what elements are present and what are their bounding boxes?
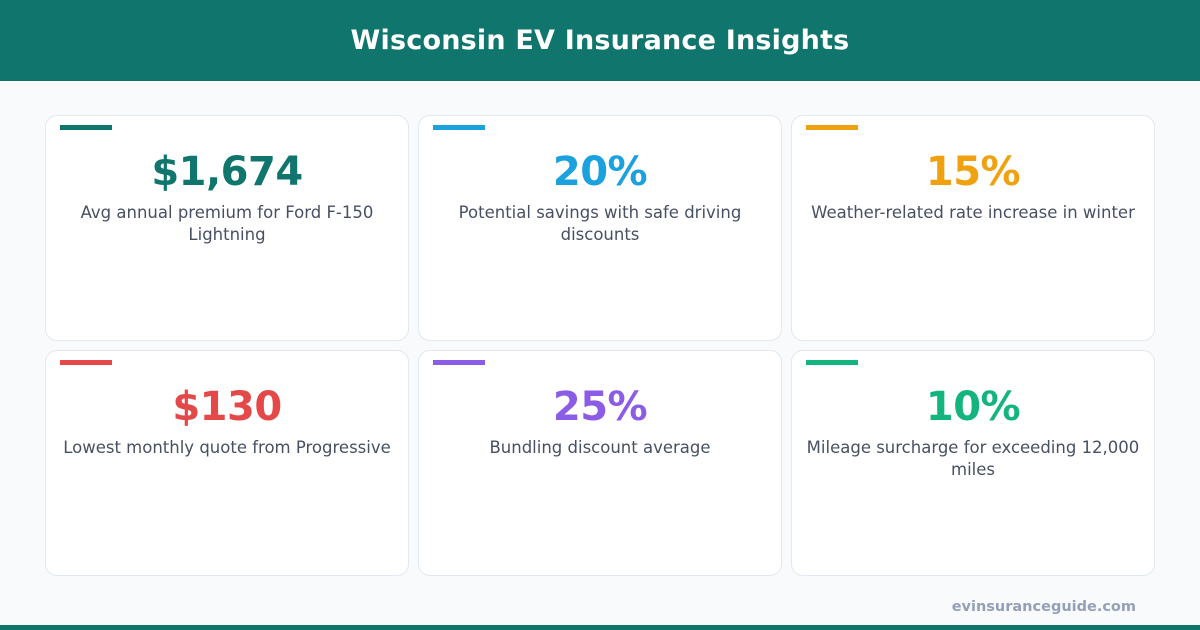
stat-value: 25%	[552, 384, 648, 430]
header-banner: Wisconsin EV Insurance Insights	[0, 0, 1200, 81]
bottom-accent-bar	[0, 625, 1200, 630]
stat-value: 20%	[552, 149, 648, 195]
stat-label: Mileage surcharge for exceeding 12,000 m…	[806, 438, 1140, 479]
stat-label: Bundling discount average	[489, 438, 711, 457]
stat-label: Weather-related rate increase in winter	[811, 203, 1135, 222]
stat-label: Potential savings with safe driving disc…	[458, 203, 742, 244]
stat-card-winter-increase: 15% Weather-related rate increase in win…	[791, 115, 1155, 341]
accent-bar	[60, 125, 112, 130]
stat-label: Lowest monthly quote from Progressive	[63, 438, 391, 457]
stat-value: 15%	[925, 149, 1021, 195]
stat-card-mileage-surcharge: 10% Mileage surcharge for exceeding 12,0…	[791, 350, 1155, 576]
stat-card-bundling-discount: 25% Bundling discount average	[418, 350, 782, 576]
accent-bar	[60, 360, 112, 365]
accent-bar	[433, 125, 485, 130]
accent-bar	[806, 360, 858, 365]
accent-bar	[806, 125, 858, 130]
stat-value: $130	[172, 384, 282, 430]
accent-bar	[433, 360, 485, 365]
stat-label: Avg annual premium for Ford F-150 Lightn…	[80, 203, 374, 244]
stat-card-annual-premium: $1,674 Avg annual premium for Ford F-150…	[45, 115, 409, 341]
stat-card-lowest-monthly-quote: $130 Lowest monthly quote from Progressi…	[45, 350, 409, 576]
stat-value: $1,674	[151, 149, 303, 195]
stats-grid: $1,674 Avg annual premium for Ford F-150…	[45, 115, 1155, 576]
site-url: evinsuranceguide.com	[951, 599, 1136, 615]
stat-value: 10%	[925, 384, 1021, 430]
page-title: Wisconsin EV Insurance Insights	[350, 25, 850, 56]
stat-card-safe-driving-savings: 20% Potential savings with safe driving …	[418, 115, 782, 341]
